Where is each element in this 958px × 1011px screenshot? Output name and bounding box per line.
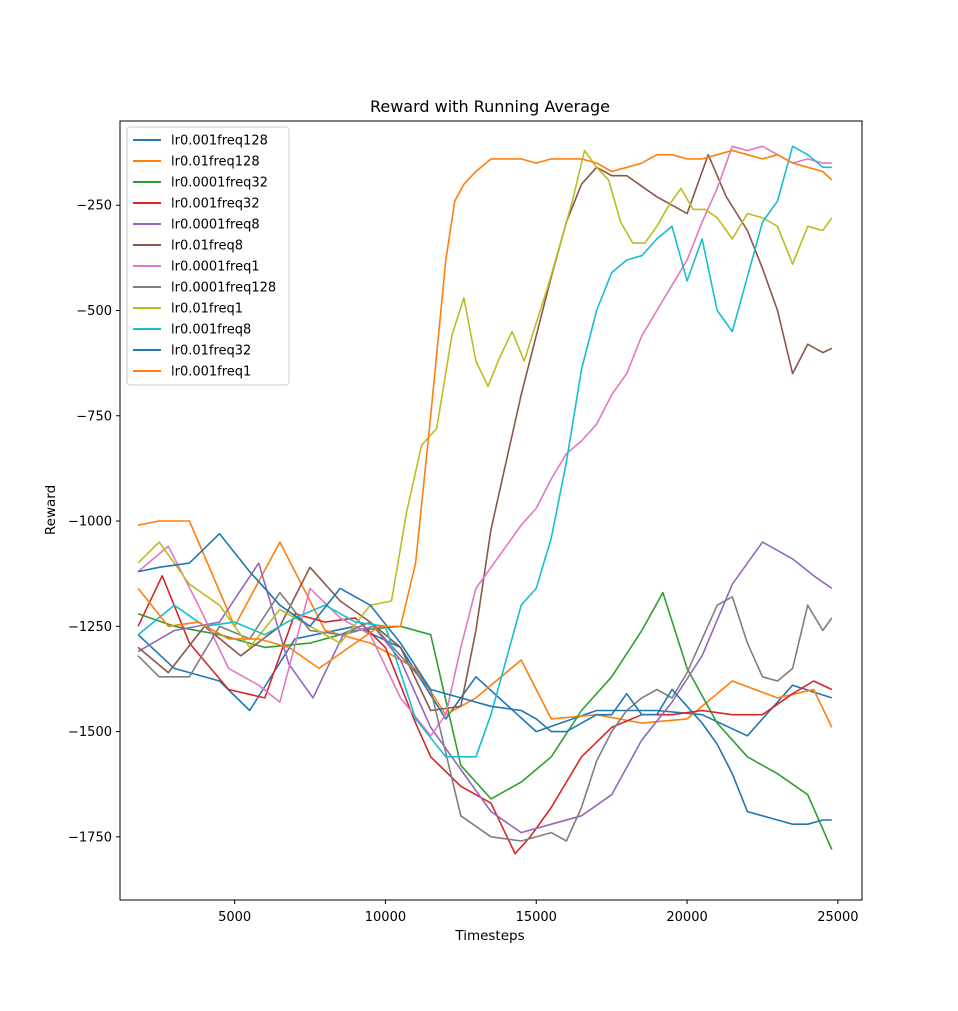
- y-tick-label: −750: [76, 409, 112, 424]
- series-line-10: [137, 145, 832, 758]
- series-line-7: [137, 145, 832, 737]
- legend-label: lr0.0001freq8: [171, 218, 260, 233]
- legend-label: lr0.0001freq128: [171, 281, 276, 296]
- x-tick-label: 10000: [365, 910, 406, 925]
- series-line-4: [137, 574, 833, 855]
- y-tick-label: −1500: [68, 725, 112, 740]
- chart-title: Reward with Running Average: [370, 97, 610, 116]
- y-tick-label: −500: [76, 304, 112, 319]
- series-line-9: [137, 149, 833, 649]
- legend: lr0.001freq128 lr0.01freq128 lr0.0001freq3…: [126, 126, 290, 386]
- x-axis: 5000 10000 15000 20000 25000: [218, 900, 859, 925]
- series-line-8: [137, 591, 833, 842]
- legend-label: lr0.01freq1: [171, 302, 243, 317]
- series-line-3: [137, 591, 833, 850]
- plot-lines: [137, 145, 833, 855]
- y-axis: −1750 −1500 −1250 −1000 −750 −500 −250: [68, 199, 120, 845]
- legend-label: lr0.01freq8: [171, 239, 243, 254]
- series-line-5: [137, 541, 833, 834]
- x-tick-label: 20000: [666, 910, 707, 925]
- legend-label: lr0.0001freq32: [171, 176, 268, 191]
- legend-label: lr0.001freq32: [171, 197, 260, 212]
- y-axis-title: Reward: [43, 485, 59, 535]
- legend-box: [126, 126, 290, 386]
- legend-label: lr0.01freq32: [171, 344, 251, 359]
- x-axis-title: Timesteps: [454, 928, 524, 944]
- x-tick-label: 5000: [218, 910, 251, 925]
- legend-label: lr0.01freq128: [171, 155, 260, 170]
- legend-label: lr0.001freq8: [171, 323, 251, 338]
- y-tick-label: −1250: [68, 620, 112, 635]
- legend-label: lr0.001freq1: [171, 365, 251, 380]
- series-line-12: [137, 149, 833, 670]
- y-tick-label: −1750: [68, 830, 112, 845]
- y-tick-label: −1000: [68, 515, 112, 530]
- legend-label: lr0.001freq128: [171, 134, 268, 149]
- series-line-11: [137, 532, 832, 826]
- x-tick-label: 15000: [516, 910, 557, 925]
- x-tick-label: 25000: [817, 910, 858, 925]
- plot-frame: [119, 120, 863, 901]
- legend-label: lr0.0001freq1: [171, 260, 260, 275]
- y-tick-label: −250: [76, 199, 112, 214]
